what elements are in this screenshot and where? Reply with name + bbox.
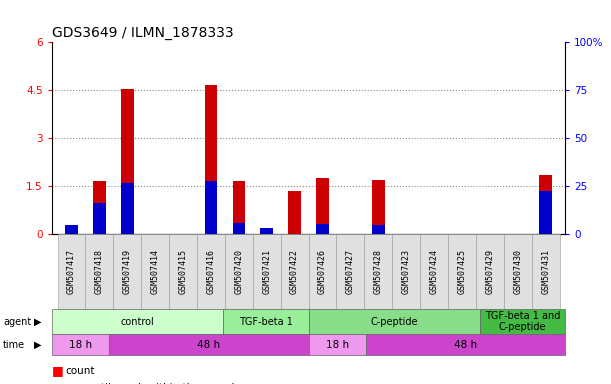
Bar bbox=[532, 234, 560, 309]
Bar bbox=[57, 234, 86, 309]
Bar bbox=[504, 234, 532, 309]
Bar bbox=[121, 184, 134, 234]
Bar bbox=[65, 225, 78, 234]
Bar bbox=[223, 309, 309, 334]
Bar bbox=[309, 309, 480, 334]
Text: GSM507427: GSM507427 bbox=[346, 249, 355, 294]
Bar bbox=[309, 234, 337, 309]
Bar bbox=[540, 175, 552, 234]
Text: percentile rank within the sample: percentile rank within the sample bbox=[65, 383, 241, 384]
Text: TGF-beta 1 and
C-peptide: TGF-beta 1 and C-peptide bbox=[485, 311, 560, 333]
Text: GSM507431: GSM507431 bbox=[541, 249, 550, 294]
Text: ■: ■ bbox=[52, 381, 64, 384]
Text: GSM507425: GSM507425 bbox=[458, 249, 466, 294]
Bar bbox=[480, 309, 565, 334]
Bar bbox=[113, 234, 141, 309]
Bar bbox=[337, 234, 364, 309]
Bar bbox=[372, 180, 384, 234]
Text: ▶: ▶ bbox=[34, 339, 41, 350]
Bar bbox=[316, 178, 329, 234]
Text: control: control bbox=[120, 316, 155, 327]
Text: agent: agent bbox=[3, 316, 31, 327]
Bar bbox=[205, 86, 217, 234]
Text: count: count bbox=[65, 366, 95, 376]
Text: GSM507422: GSM507422 bbox=[290, 249, 299, 294]
Text: GDS3649 / ILMN_1878333: GDS3649 / ILMN_1878333 bbox=[52, 26, 233, 40]
Bar bbox=[540, 191, 552, 234]
Text: GSM507419: GSM507419 bbox=[123, 249, 132, 294]
Bar bbox=[476, 234, 504, 309]
Text: 18 h: 18 h bbox=[326, 339, 349, 350]
Text: GSM507430: GSM507430 bbox=[513, 249, 522, 294]
Text: ▶: ▶ bbox=[34, 316, 41, 327]
Text: time: time bbox=[3, 339, 25, 350]
Bar bbox=[260, 228, 273, 234]
Bar bbox=[364, 234, 392, 309]
Text: GSM507421: GSM507421 bbox=[262, 249, 271, 294]
Text: GSM507416: GSM507416 bbox=[207, 249, 216, 294]
Bar bbox=[372, 225, 384, 234]
Text: ■: ■ bbox=[52, 364, 64, 377]
Bar bbox=[93, 203, 106, 234]
Bar bbox=[233, 223, 245, 234]
Text: GSM507420: GSM507420 bbox=[235, 249, 243, 294]
Bar bbox=[205, 182, 217, 234]
Bar bbox=[109, 334, 309, 355]
Bar bbox=[169, 234, 197, 309]
Text: GSM507414: GSM507414 bbox=[151, 249, 159, 294]
Text: GSM507418: GSM507418 bbox=[95, 249, 104, 294]
Bar bbox=[52, 334, 109, 355]
Bar bbox=[52, 309, 223, 334]
Text: GSM507415: GSM507415 bbox=[178, 249, 188, 294]
Bar bbox=[141, 234, 169, 309]
Text: 48 h: 48 h bbox=[454, 339, 477, 350]
Bar bbox=[93, 182, 106, 234]
Bar bbox=[309, 334, 365, 355]
Bar bbox=[225, 234, 253, 309]
Bar bbox=[365, 334, 565, 355]
Bar bbox=[280, 234, 309, 309]
Bar bbox=[121, 89, 134, 234]
Text: GSM507428: GSM507428 bbox=[374, 249, 382, 294]
Text: GSM507423: GSM507423 bbox=[401, 249, 411, 294]
Bar bbox=[197, 234, 225, 309]
Bar bbox=[316, 224, 329, 234]
Text: GSM507426: GSM507426 bbox=[318, 249, 327, 294]
Text: GSM507429: GSM507429 bbox=[485, 249, 494, 294]
Bar bbox=[233, 182, 245, 234]
Text: GSM507417: GSM507417 bbox=[67, 249, 76, 294]
Bar bbox=[448, 234, 476, 309]
Bar bbox=[65, 230, 78, 234]
Bar bbox=[420, 234, 448, 309]
Text: TGF-beta 1: TGF-beta 1 bbox=[239, 316, 293, 327]
Bar bbox=[392, 234, 420, 309]
Bar bbox=[86, 234, 113, 309]
Text: GSM507424: GSM507424 bbox=[430, 249, 439, 294]
Text: 18 h: 18 h bbox=[69, 339, 92, 350]
Bar bbox=[253, 234, 280, 309]
Text: C-peptide: C-peptide bbox=[370, 316, 418, 327]
Text: 48 h: 48 h bbox=[197, 339, 221, 350]
Bar bbox=[288, 191, 301, 234]
